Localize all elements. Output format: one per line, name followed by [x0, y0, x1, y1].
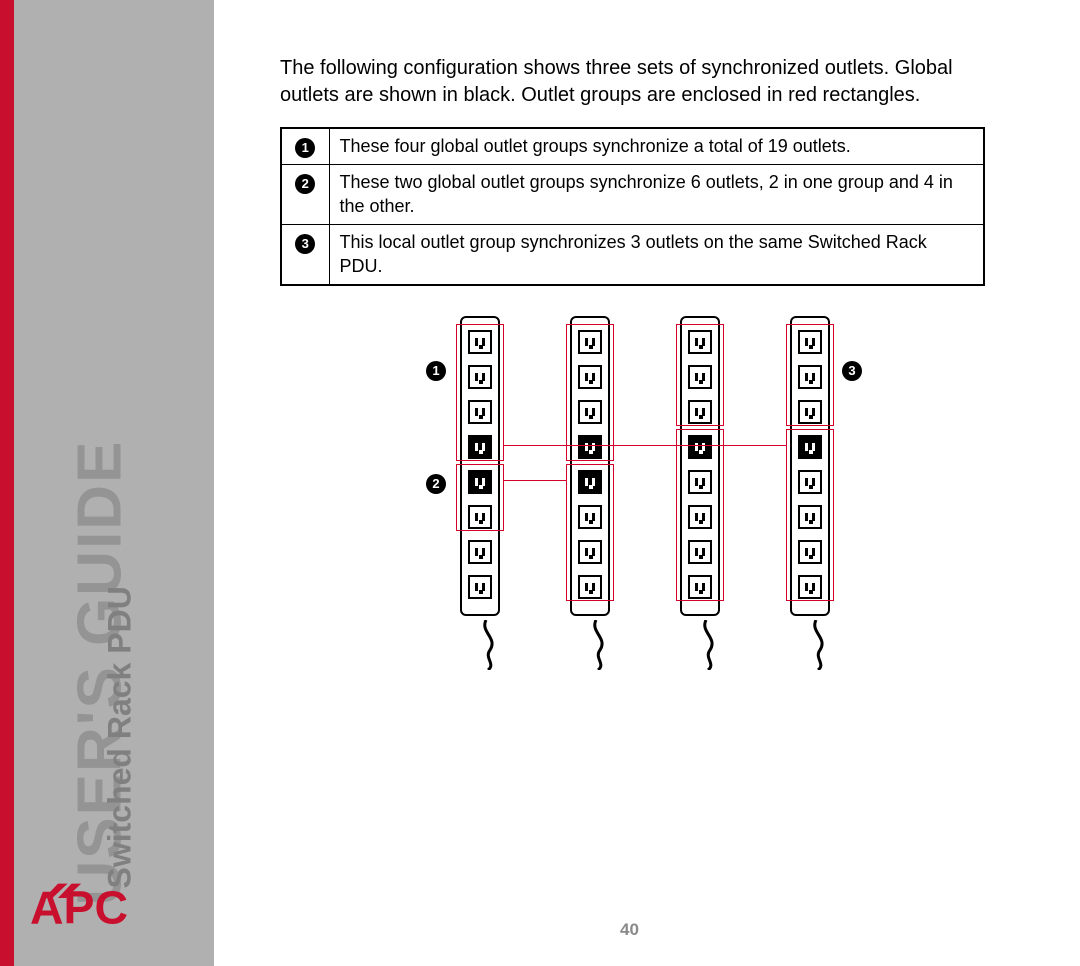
- table-row: 3 This local outlet group synchronizes 3…: [281, 225, 984, 285]
- circled-3-icon: 3: [295, 234, 315, 254]
- outlet-global-icon: [468, 435, 492, 459]
- power-cord-icon: [696, 620, 726, 670]
- outlet-icon: [578, 400, 602, 424]
- apc-logo: APC: [30, 882, 190, 938]
- outlet-icon: [798, 505, 822, 529]
- legend-num-cell: 1: [281, 128, 329, 165]
- table-row: 1 These four global outlet groups synchr…: [281, 128, 984, 165]
- legend-num-cell: 2: [281, 165, 329, 225]
- outlet-icon: [578, 575, 602, 599]
- circled-2-icon: 2: [295, 174, 315, 194]
- outlet-icon: [468, 365, 492, 389]
- diagram-callout: 1: [426, 361, 446, 381]
- sidebar-subtitle: Switched Rack PDU: [102, 389, 139, 889]
- circled-number-icon: 3: [842, 361, 862, 381]
- outlet-global-icon: [468, 470, 492, 494]
- outlet-icon: [468, 400, 492, 424]
- outlet-icon: [578, 330, 602, 354]
- page-number: 40: [620, 920, 639, 940]
- group-connector-line: [504, 445, 786, 447]
- circled-number-icon: 1: [426, 361, 446, 381]
- outlet-icon: [688, 575, 712, 599]
- legend-table: 1 These four global outlet groups synchr…: [280, 127, 985, 286]
- legend-text-cell: This local outlet group synchronizes 3 o…: [329, 225, 984, 285]
- logo-text: APC: [30, 882, 128, 934]
- outlet-global-icon: [578, 435, 602, 459]
- legend-text-cell: These two global outlet groups synchroni…: [329, 165, 984, 225]
- group-connector-line: [504, 480, 566, 482]
- pdu-strip: [460, 316, 500, 616]
- outlet-global-icon: [578, 470, 602, 494]
- outlet-icon: [798, 365, 822, 389]
- pdu-strip: [790, 316, 830, 616]
- outlet-icon: [578, 540, 602, 564]
- intro-paragraph: The following configuration shows three …: [280, 55, 1000, 109]
- outlet-icon: [578, 505, 602, 529]
- outlet-icon: [688, 470, 712, 494]
- diagram-callout: 2: [426, 474, 446, 494]
- outlet-icon: [578, 365, 602, 389]
- power-cord-icon: [476, 620, 506, 670]
- outlet-icon: [798, 330, 822, 354]
- circled-number-icon: 2: [426, 474, 446, 494]
- outlet-global-icon: [688, 435, 712, 459]
- outlet-global-icon: [798, 435, 822, 459]
- outlet-icon: [688, 540, 712, 564]
- diagram-callout: 3: [842, 361, 862, 381]
- left-red-stripe: [0, 0, 14, 966]
- outlet-icon: [688, 365, 712, 389]
- power-cord-icon: [586, 620, 616, 670]
- main-content: The following configuration shows three …: [280, 55, 1000, 716]
- outlet-icon: [468, 540, 492, 564]
- outlet-icon: [688, 400, 712, 424]
- circled-1-icon: 1: [295, 138, 315, 158]
- outlet-icon: [468, 330, 492, 354]
- power-cord-icon: [806, 620, 836, 670]
- outlet-icon: [688, 330, 712, 354]
- legend-num-cell: 3: [281, 225, 329, 285]
- pdu-strip: [680, 316, 720, 616]
- outlet-icon: [798, 400, 822, 424]
- pdu-diagram: 1 2 3: [420, 316, 880, 716]
- outlet-icon: [798, 470, 822, 494]
- outlet-icon: [798, 575, 822, 599]
- pdu-strip: [570, 316, 610, 616]
- legend-text-cell: These four global outlet groups synchron…: [329, 128, 984, 165]
- table-row: 2 These two global outlet groups synchro…: [281, 165, 984, 225]
- outlet-icon: [468, 575, 492, 599]
- outlet-icon: [798, 540, 822, 564]
- outlet-icon: [688, 505, 712, 529]
- outlet-icon: [468, 505, 492, 529]
